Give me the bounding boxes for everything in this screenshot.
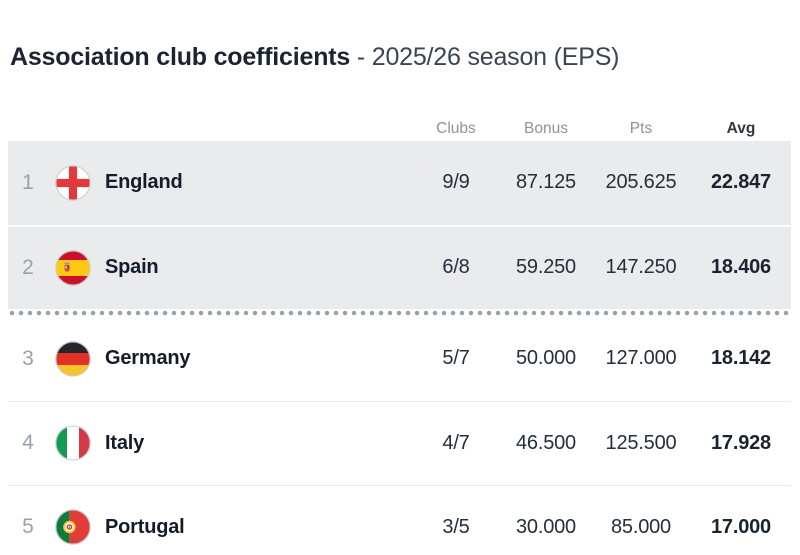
spain-flag-icon <box>55 250 91 286</box>
cell-avg: 22.847 <box>711 171 771 194</box>
cell-avg: 17.928 <box>711 431 771 454</box>
cell-pts: 147.250 <box>605 256 677 279</box>
rank: 2 <box>22 255 34 279</box>
cell-bonus: 50.000 <box>516 347 576 370</box>
country-name: England <box>105 171 183 194</box>
country-name: Italy <box>105 431 145 454</box>
flag-cell <box>48 425 100 461</box>
table-row-germany[interactable]: 3 Germany 5/7 50.000 127.000 18.142 <box>8 317 791 401</box>
column-header-pts[interactable]: Pts <box>629 119 653 137</box>
table-row-england[interactable]: 1 England 9/9 87.125 205.625 22.847 <box>8 140 791 225</box>
cell-pts: 205.625 <box>605 171 677 194</box>
rank: 3 <box>22 346 34 370</box>
cell-pts: 85.000 <box>611 515 671 538</box>
flag-cell <box>48 250 100 286</box>
cell-pts: 125.500 <box>605 431 677 454</box>
cell-bonus: 87.125 <box>516 171 576 194</box>
cell-bonus: 59.250 <box>516 256 576 279</box>
rank: 5 <box>22 515 34 539</box>
table-row-portugal[interactable]: 5 Portugal 3/5 30.000 85.000 17.000 <box>8 484 791 555</box>
portugal-flag-icon <box>55 509 91 545</box>
cell-clubs: 9/9 <box>442 171 470 194</box>
column-header-clubs[interactable]: Clubs <box>436 119 476 137</box>
flag-cell <box>48 165 100 201</box>
flag-cell <box>48 509 100 545</box>
cell-avg: 18.406 <box>711 256 771 279</box>
qualification-cutoff-separator <box>8 308 791 317</box>
country-name: Portugal <box>105 515 185 538</box>
country-name: Spain <box>105 256 159 279</box>
table-header-row: Clubs Bonus Pts Avg <box>8 117 791 141</box>
cell-clubs: 5/7 <box>442 347 470 370</box>
england-flag-icon <box>55 165 91 201</box>
flag-cell <box>48 341 100 377</box>
italy-flag-icon <box>55 425 91 461</box>
cell-clubs: 6/8 <box>442 256 470 279</box>
column-header-bonus[interactable]: Bonus <box>524 119 568 137</box>
cell-clubs: 3/5 <box>442 515 470 538</box>
table-row-spain[interactable]: 2 Spain 6/8 59.250 147.250 18.406 <box>8 224 791 309</box>
country-name: Germany <box>105 347 191 370</box>
coefficients-page: Association club coefficients - 2025/26 … <box>0 43 800 555</box>
cell-bonus: 46.500 <box>516 431 576 454</box>
table-row-italy[interactable]: 4 Italy 4/7 46.500 125.500 17.928 <box>8 400 791 485</box>
column-header-avg[interactable]: Avg <box>726 119 756 137</box>
rank: 4 <box>22 431 34 455</box>
rank: 1 <box>22 170 34 194</box>
germany-flag-icon <box>55 341 91 377</box>
cell-pts: 127.000 <box>605 347 677 370</box>
cell-clubs: 4/7 <box>442 431 470 454</box>
page-title: Association club coefficients - 2025/26 … <box>10 43 791 72</box>
cell-avg: 18.142 <box>711 347 771 370</box>
cell-avg: 17.000 <box>711 515 771 538</box>
cell-bonus: 30.000 <box>516 515 576 538</box>
page-title-main: Association club coefficients <box>10 43 351 71</box>
page-title-suffix: - 2025/26 season (EPS) <box>356 43 620 71</box>
table-body: 1 England 9/9 87.125 205.625 22.847 2 Sp… <box>8 140 791 555</box>
